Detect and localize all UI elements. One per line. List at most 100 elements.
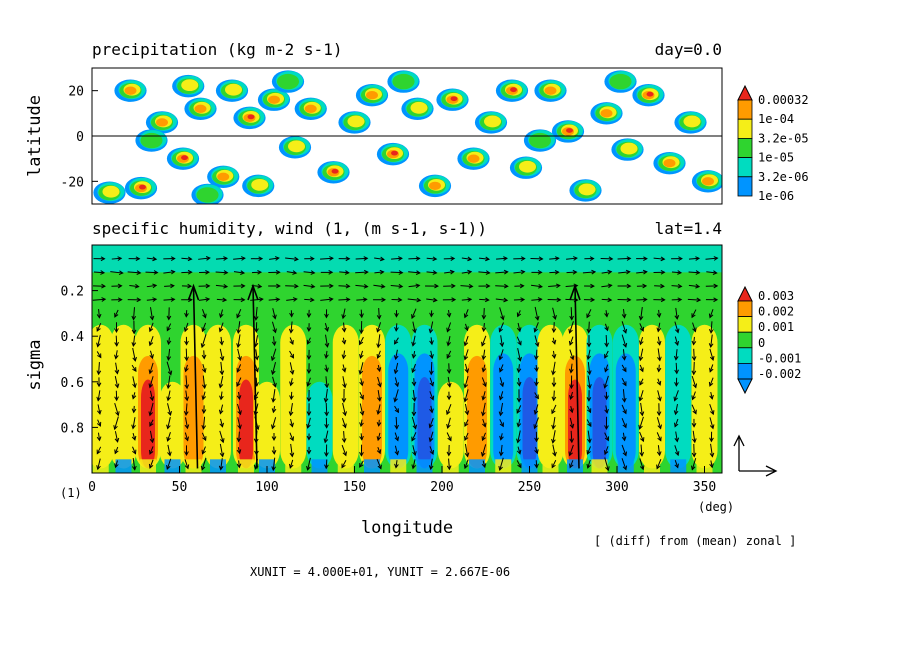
wind-arrow	[535, 460, 538, 468]
wind-arrow	[233, 271, 245, 274]
wind-arrow-head	[589, 256, 595, 261]
wind-arrow-head	[621, 313, 627, 319]
wind-arrow-head	[219, 340, 224, 346]
wind-arrow-head	[289, 381, 294, 387]
wind-arrow	[464, 335, 469, 346]
humidity-legend-swatch	[737, 316, 753, 333]
wind-arrow	[411, 416, 417, 429]
wind-arrow-head	[481, 463, 487, 469]
wind-arrow	[238, 460, 240, 468]
wind-arrow	[464, 375, 469, 388]
wind-arrow	[587, 459, 591, 469]
wind-arrow	[185, 364, 188, 372]
wind-arrow-head	[341, 354, 347, 360]
wind-arrow-head	[713, 283, 719, 289]
wind-arrow	[219, 376, 224, 388]
wind-arrow-head	[292, 270, 298, 275]
wind-arrow	[499, 457, 504, 471]
wind-arrow-head	[446, 395, 452, 401]
wind-arrow	[586, 419, 592, 427]
wind-arrow-head	[446, 353, 451, 359]
wind-arrow	[674, 390, 679, 401]
wind-arrow	[657, 445, 661, 456]
wind-arrow-head	[674, 314, 680, 320]
wind-arrow-head	[376, 421, 382, 427]
wind-arrow-head	[393, 369, 399, 375]
wind-arrow	[355, 271, 368, 274]
wind-arrow	[671, 285, 682, 287]
wind-arrow	[236, 308, 242, 318]
wind-arrow-head	[551, 396, 557, 402]
wind-arrow	[412, 321, 416, 333]
wind-arrow	[483, 323, 485, 332]
wind-arrow-head	[503, 269, 509, 275]
wind-arrow-head	[236, 343, 241, 349]
wind-arrow	[517, 446, 521, 454]
wind-arrow	[429, 321, 434, 333]
wind-arrow	[250, 298, 263, 301]
wind-arrow-head	[114, 341, 119, 347]
wind-arrow-head	[520, 297, 526, 302]
wind-arrow-head	[288, 328, 294, 334]
wind-arrow	[220, 361, 223, 375]
wind-arrow-head	[499, 422, 504, 428]
wind-arrow	[446, 403, 452, 415]
wind-arrow-head	[96, 396, 102, 402]
wind-arrow-head	[218, 409, 224, 415]
wind-arrow	[570, 391, 573, 400]
wind-arrow-head	[292, 297, 298, 302]
wind-arrow	[255, 306, 258, 320]
wind-arrow	[219, 348, 224, 361]
wind-arrow	[146, 298, 157, 301]
wind-arrow	[115, 350, 118, 359]
wind-arrow	[692, 391, 696, 400]
wind-arrow	[429, 391, 434, 400]
wind-arrow-head	[691, 356, 697, 362]
wind-arrow	[639, 337, 644, 345]
wind-arrow-head	[96, 421, 102, 427]
wind-arrow-head	[569, 384, 574, 390]
wind-arrow	[674, 336, 679, 346]
wind-arrow	[710, 443, 713, 457]
wind-arrow-head	[183, 327, 189, 333]
wind-arrow	[588, 321, 590, 333]
wind-arrow	[343, 431, 345, 443]
wind-arrow	[391, 257, 402, 260]
precip-cell	[145, 111, 179, 134]
wind-arrow	[377, 446, 381, 454]
wind-arrow	[220, 336, 223, 345]
wind-arrow	[516, 336, 522, 346]
wind-arrow-head	[289, 369, 295, 375]
wind-arrow	[604, 323, 609, 331]
wind-arrow	[374, 257, 384, 260]
wind-arrow-head	[657, 436, 662, 442]
wind-arrow-head	[376, 409, 381, 415]
wind-arrow	[481, 444, 487, 457]
wind-arrow	[621, 444, 627, 456]
wind-arrow	[464, 389, 469, 402]
wind-arrow-head	[376, 353, 381, 359]
wind-arrow-head	[114, 449, 119, 455]
wind-arrow-head	[240, 283, 246, 289]
wind-arrow-head	[449, 269, 455, 275]
wind-arrow	[688, 257, 700, 260]
wind-arrow	[517, 419, 521, 427]
wind-arrow-head	[428, 423, 434, 429]
wind-arrow	[184, 432, 189, 441]
wind-arrow-head	[167, 451, 172, 457]
wind-arrow	[461, 298, 472, 301]
wind-arrow-head	[533, 327, 539, 333]
wind-arrow	[499, 402, 504, 416]
precip-cell	[124, 176, 158, 200]
wind-arrow-head	[481, 367, 487, 373]
wind-arrow-head	[481, 341, 486, 347]
wind-arrow-head	[607, 297, 613, 303]
wind-arrow-head	[114, 437, 120, 443]
precip-cell	[674, 111, 707, 134]
wind-arrow-head	[200, 343, 206, 349]
wind-arrow	[394, 405, 399, 413]
wind-arrow	[216, 298, 227, 301]
wind-arrow	[622, 349, 626, 360]
wind-arrow-head	[551, 382, 557, 388]
wind-arrow-head	[219, 452, 225, 458]
